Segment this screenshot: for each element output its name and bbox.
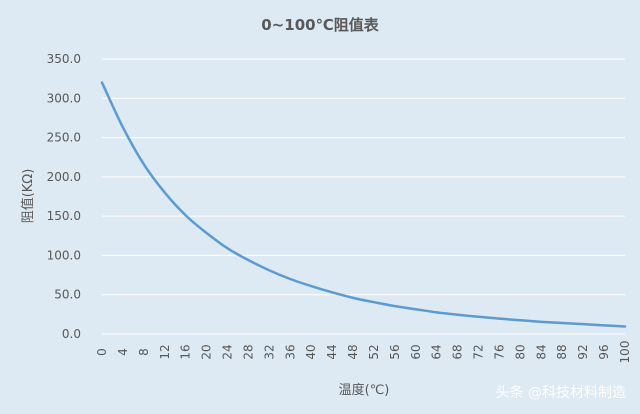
x-tick-label: 20	[200, 344, 214, 359]
y-axis-ticks: 0.0 50.0 100.0 150.0 200.0 250.0 300.0 350.0	[47, 52, 81, 341]
series-line-0	[100, 81, 627, 328]
data-point	[101, 81, 103, 84]
x-tick-label: 60	[409, 344, 423, 359]
x-tick-label: 44	[325, 344, 339, 359]
x-tick-label: 92	[576, 344, 590, 359]
data-point	[498, 317, 501, 320]
chart-title: 0~100℃阻值表	[261, 16, 379, 34]
x-tick-label: 0	[95, 348, 109, 356]
data-point	[121, 126, 124, 129]
data-point	[603, 324, 606, 327]
data-point	[582, 323, 585, 326]
data-point	[456, 313, 459, 316]
data-point	[519, 319, 522, 322]
data-point	[372, 301, 375, 304]
data-point	[142, 163, 145, 166]
x-axis-ticks: 0 4 8 12 16 20 24 28 32 36 40 44 48 52 56 60 64 68 72 76 80 8…	[95, 341, 632, 364]
data-point	[331, 291, 334, 294]
y-tick-label: 0.0	[62, 327, 81, 341]
x-tick-label: 4	[116, 348, 130, 356]
x-tick-label: 16	[179, 344, 193, 359]
data-point	[561, 322, 564, 324]
x-tick-label: 48	[346, 344, 360, 359]
x-tick-label: 80	[513, 344, 527, 359]
data-point	[477, 315, 480, 318]
x-tick-label: 52	[367, 344, 381, 359]
x-tick-label: 84	[534, 344, 548, 359]
y-tick-label: 100.0	[47, 248, 81, 262]
data-point	[540, 320, 543, 323]
data-point	[226, 247, 229, 250]
data-point	[163, 191, 166, 194]
x-axis-label: 温度(℃)	[339, 382, 390, 398]
data-point	[289, 278, 292, 280]
series-group	[100, 81, 627, 328]
x-tick-label: 40	[304, 344, 318, 359]
data-point	[435, 311, 438, 314]
watermark-text: 头条 @科技材料制造	[496, 384, 626, 401]
x-tick-label: 8	[137, 348, 151, 356]
x-tick-label: 68	[451, 344, 465, 359]
data-point	[393, 305, 396, 308]
data-point	[624, 325, 626, 328]
y-tick-label: 350.0	[47, 52, 81, 66]
x-tick-label: 88	[555, 344, 569, 359]
y-tick-label: 200.0	[47, 170, 81, 184]
data-point	[310, 285, 313, 288]
y-tick-label: 300.0	[47, 91, 81, 105]
x-tick-label: 24	[221, 344, 235, 359]
x-tick-label: 76	[492, 344, 506, 359]
data-point	[268, 269, 271, 272]
data-point	[352, 296, 355, 299]
x-tick-label: 56	[388, 344, 402, 359]
data-point	[414, 308, 417, 311]
x-tick-label: 96	[597, 344, 611, 359]
y-axis-label: 阻值(KΩ)	[20, 169, 36, 224]
x-tick-label: 12	[158, 344, 172, 359]
x-tick-label: 64	[430, 344, 444, 359]
gridlines	[102, 58, 625, 335]
x-tick-label: 28	[241, 344, 255, 359]
data-point	[247, 259, 250, 262]
x-tick-label: 100	[618, 341, 632, 364]
x-tick-label: 36	[283, 344, 297, 359]
y-tick-label: 50.0	[54, 288, 81, 302]
data-point	[205, 232, 208, 235]
x-tick-label: 32	[262, 344, 276, 359]
x-tick-label: 72	[472, 344, 486, 359]
y-tick-label: 150.0	[47, 209, 81, 223]
data-point	[184, 214, 187, 217]
y-tick-label: 250.0	[47, 131, 81, 145]
